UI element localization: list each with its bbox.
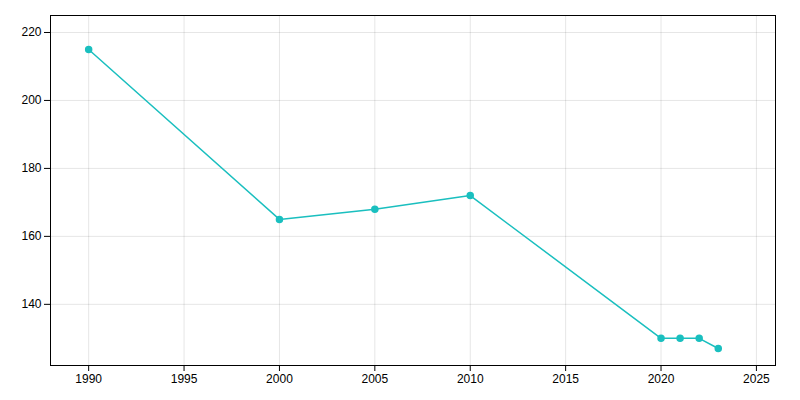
svg-text:2000: 2000 — [266, 372, 293, 386]
svg-text:2015: 2015 — [552, 372, 579, 386]
svg-text:220: 220 — [21, 25, 41, 39]
svg-text:1995: 1995 — [171, 372, 198, 386]
svg-text:2005: 2005 — [361, 372, 388, 386]
svg-text:140: 140 — [21, 297, 41, 311]
svg-text:180: 180 — [21, 161, 41, 175]
svg-text:2020: 2020 — [648, 372, 675, 386]
svg-text:160: 160 — [21, 229, 41, 243]
svg-text:200: 200 — [21, 93, 41, 107]
svg-text:2010: 2010 — [457, 372, 484, 386]
svg-text:2025: 2025 — [743, 372, 770, 386]
svg-text:1990: 1990 — [75, 372, 102, 386]
